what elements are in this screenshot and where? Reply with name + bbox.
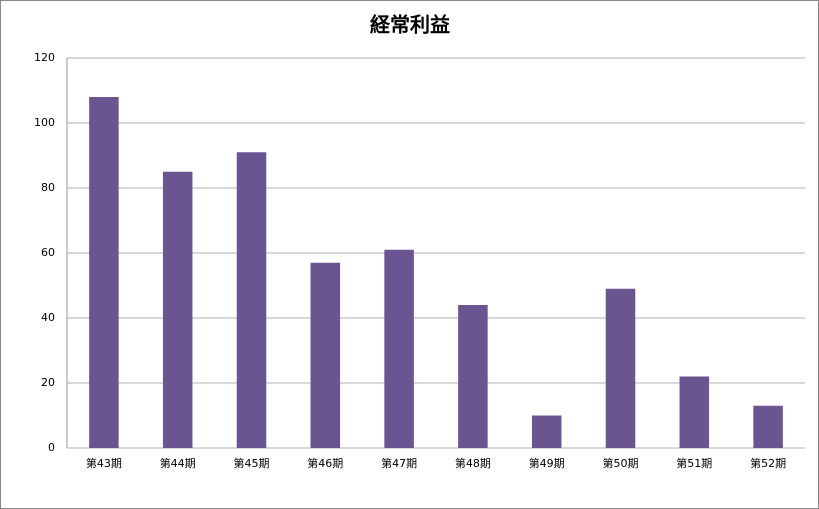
y-tick-label: 120 bbox=[34, 51, 55, 64]
bar bbox=[753, 405, 783, 448]
bar bbox=[310, 262, 341, 448]
x-tick-label: 第43期 bbox=[86, 456, 122, 470]
bar bbox=[384, 249, 414, 448]
bar bbox=[458, 305, 488, 448]
bar bbox=[531, 415, 562, 448]
y-tick-label: 80 bbox=[41, 181, 55, 194]
y-tick-label: 60 bbox=[41, 246, 55, 259]
x-tick-label: 第49期 bbox=[529, 456, 565, 470]
bar bbox=[605, 288, 636, 448]
y-tick-label: 20 bbox=[41, 376, 55, 389]
y-tick-label: 0 bbox=[48, 441, 55, 454]
bar bbox=[679, 376, 710, 448]
x-tick-label: 第47期 bbox=[381, 456, 417, 470]
x-tick-label: 第48期 bbox=[455, 456, 491, 470]
x-tick-label: 第45期 bbox=[234, 456, 270, 470]
x-tick-label: 第46期 bbox=[307, 456, 343, 470]
x-tick-label: 第44期 bbox=[160, 456, 196, 470]
x-tick-label: 第51期 bbox=[676, 456, 712, 470]
x-tick-label: 第50期 bbox=[603, 456, 639, 470]
y-tick-label: 100 bbox=[34, 116, 55, 129]
x-tick-label: 第52期 bbox=[750, 456, 786, 470]
bar bbox=[162, 171, 193, 448]
y-tick-label: 40 bbox=[41, 311, 55, 324]
chart-title: 経常利益 bbox=[370, 13, 450, 37]
bar bbox=[236, 152, 267, 448]
bar bbox=[89, 97, 119, 448]
